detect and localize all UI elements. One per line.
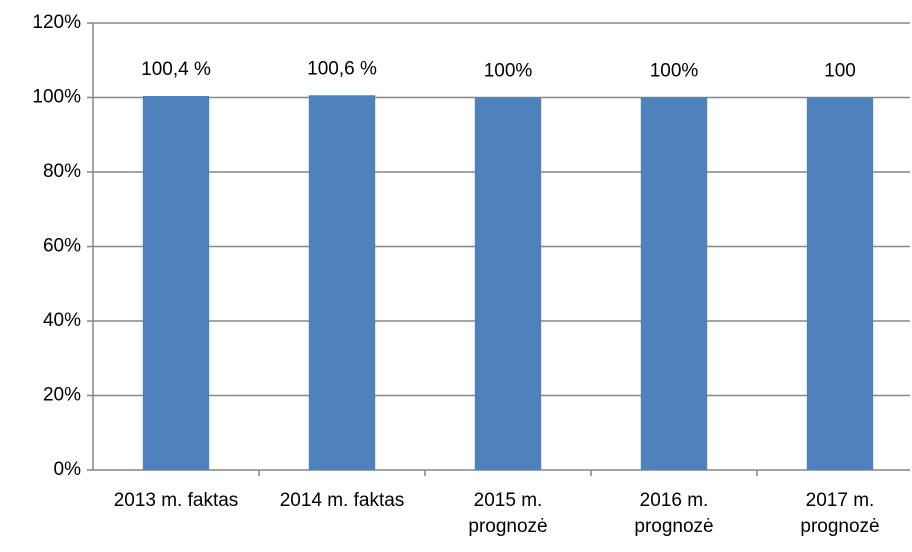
bar: [806, 97, 874, 470]
x-tick-label: 2013 m. faktas: [113, 490, 239, 511]
y-tick-label: 60%: [43, 236, 81, 257]
x-tick-label: 2015 m. prognozė: [468, 490, 548, 537]
bar: [308, 95, 376, 470]
data-label: 100: [824, 61, 856, 82]
bar: [142, 96, 210, 470]
data-label: 100%: [484, 61, 533, 82]
x-tick-label: 2014 m. faktas: [279, 490, 405, 511]
y-tick-label: 40%: [43, 310, 81, 331]
y-tick-label: 20%: [43, 385, 81, 406]
y-tick-label: 80%: [43, 161, 81, 182]
x-tick-label: 2016 m. prognozė: [634, 490, 714, 537]
y-tick-label: 120%: [32, 12, 81, 33]
bar: [640, 97, 708, 470]
x-tick-label: 2017 m. prognozė: [800, 490, 880, 537]
bar: [474, 97, 542, 470]
y-tick-label: 100%: [32, 87, 81, 108]
data-label: 100%: [650, 61, 699, 82]
y-tick-label: 0%: [54, 459, 82, 480]
data-label: 100,6 %: [307, 58, 377, 79]
data-label: 100,4 %: [141, 59, 211, 80]
